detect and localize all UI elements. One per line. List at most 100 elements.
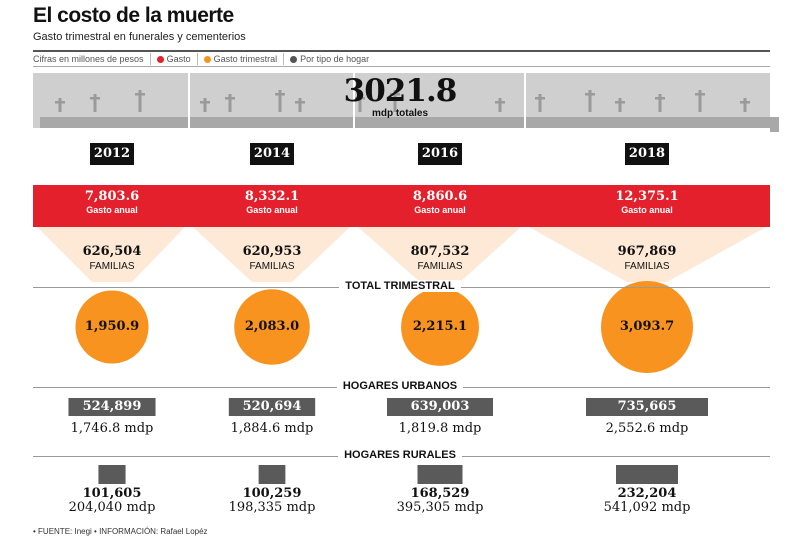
tombstone-silhouette xyxy=(58,117,68,132)
section-title-rurales: HOGARES RURALES xyxy=(0,449,800,461)
tombstone-silhouette xyxy=(49,117,59,132)
tombstone-silhouette xyxy=(463,117,473,132)
tombstone-silhouette xyxy=(472,117,482,132)
page-title: El costo de la muerte xyxy=(33,4,234,27)
tombstone-silhouette xyxy=(346,117,356,132)
tombstone-silhouette xyxy=(175,117,185,132)
total-trimestral-value: 2,083.0 xyxy=(244,319,300,334)
gray-dot-icon xyxy=(290,56,298,64)
tombstone-silhouette xyxy=(391,117,401,132)
urban-households-value: 520,694 xyxy=(242,399,302,414)
tombstone-silhouette xyxy=(742,117,752,132)
gasto-anual-value: 8,860.6 xyxy=(412,189,468,204)
year-label: 2018 xyxy=(625,143,669,165)
orange-dot-icon xyxy=(203,56,211,64)
gasto-band xyxy=(33,185,770,227)
funnel-shape xyxy=(193,227,350,282)
cross-icon xyxy=(740,98,750,112)
urban-bar xyxy=(586,398,708,416)
tombstone-silhouette xyxy=(400,117,410,132)
urban-mdp-value: 1,746.8 mdp xyxy=(70,421,154,436)
total-trimestral-value: 3,093.7 xyxy=(619,319,675,334)
tombstone-silhouette xyxy=(157,117,167,132)
tombstone-silhouette xyxy=(688,117,698,132)
tombstone-silhouette xyxy=(229,117,239,132)
tombstone-silhouette xyxy=(769,117,779,132)
legend-label: Gasto xyxy=(166,54,191,64)
section-title-text: TOTAL TRIMESTRAL xyxy=(339,280,461,292)
cross-icon xyxy=(615,98,625,112)
total-trimestral-circle xyxy=(75,290,149,364)
cross-icon xyxy=(135,90,145,112)
tombstone-silhouette xyxy=(445,117,455,132)
tombstone-silhouette xyxy=(301,117,311,132)
tombstone-silhouette xyxy=(247,117,257,132)
tombstone-silhouette xyxy=(481,117,491,132)
tombstone-silhouette xyxy=(724,117,734,132)
tombstone-silhouette xyxy=(238,117,248,132)
tombstone-silhouette xyxy=(652,117,662,132)
total-value: 3021.8 xyxy=(343,73,458,109)
tombstone-silhouette xyxy=(643,117,653,132)
familias-label: FAMILIAS xyxy=(417,261,463,272)
tombstone-silhouette xyxy=(706,117,716,132)
tombstone-silhouette xyxy=(499,117,509,132)
tombstone-silhouette xyxy=(319,117,329,132)
tombstone-silhouette xyxy=(535,117,545,132)
tombstone-silhouette xyxy=(571,117,581,132)
legend: Cifras en millones de pesos Gasto Gasto … xyxy=(33,53,369,65)
red-dot-icon xyxy=(156,56,164,64)
gasto-anual-label: Gasto anual xyxy=(246,205,298,215)
tombstone-silhouette xyxy=(580,117,590,132)
tombstone-silhouette xyxy=(382,117,392,132)
gasto-anual-value: 8,332.1 xyxy=(244,189,300,204)
tombstone-silhouette xyxy=(553,117,563,132)
cross-icon xyxy=(585,90,595,112)
tombstone-silhouette xyxy=(751,117,761,132)
gasto-anual-label: Gasto anual xyxy=(621,205,673,215)
legend-item-hogar: Por tipo de hogar xyxy=(290,54,369,64)
legend-separator xyxy=(283,53,285,65)
total-trimestral-circle xyxy=(601,281,693,373)
gasto-anual-label: Gasto anual xyxy=(414,205,466,215)
tombstone-silhouette xyxy=(526,117,536,132)
top-divider xyxy=(33,50,770,52)
year-label: 2014 xyxy=(250,143,294,165)
tombstone-silhouette xyxy=(139,117,149,132)
tombstone-silhouette xyxy=(166,117,176,132)
tombstone-silhouette xyxy=(616,117,626,132)
cross-icon xyxy=(695,90,705,112)
tombstone-silhouette xyxy=(148,117,158,132)
tombstone-silhouette xyxy=(67,117,77,132)
tombstone-silhouette xyxy=(103,117,113,132)
rural-bar xyxy=(417,465,463,484)
legend-item-trimestral: Gasto trimestral xyxy=(203,54,277,64)
total-trimestral-value: 2,215.1 xyxy=(412,319,468,334)
tombstone-silhouette xyxy=(220,117,230,132)
cross-icon xyxy=(355,94,365,112)
tombstone-silhouette xyxy=(508,117,518,132)
tombstone-silhouette xyxy=(274,117,284,132)
tombstone-silhouette xyxy=(211,117,221,132)
tombstone-silhouette xyxy=(76,117,86,132)
cross-icon xyxy=(55,98,65,112)
tombstone-silhouette xyxy=(85,117,95,132)
tombstone-silhouette xyxy=(121,117,131,132)
cross-icon xyxy=(200,98,210,112)
year-label: 2012 xyxy=(90,143,134,165)
rural-households-value: 101,605 xyxy=(82,486,142,501)
tombstone-silhouette xyxy=(328,117,338,132)
rural-mdp-value: 198,335 mdp xyxy=(228,500,316,515)
section-title-text: HOGARES RURALES xyxy=(338,449,462,461)
urban-bar xyxy=(228,398,316,416)
section-title-text: HOGARES URBANOS xyxy=(336,380,464,392)
cross-icon xyxy=(390,90,400,112)
rural-bar xyxy=(616,465,678,484)
familias-value: 626,504 xyxy=(82,244,142,259)
tombstone-silhouette xyxy=(517,117,527,132)
tombstone-silhouette xyxy=(679,117,689,132)
familias-value: 967,869 xyxy=(617,244,677,259)
tombstone-silhouette xyxy=(760,117,770,132)
rural-bar xyxy=(98,465,126,484)
gasto-anual-value: 7,803.6 xyxy=(84,189,140,204)
